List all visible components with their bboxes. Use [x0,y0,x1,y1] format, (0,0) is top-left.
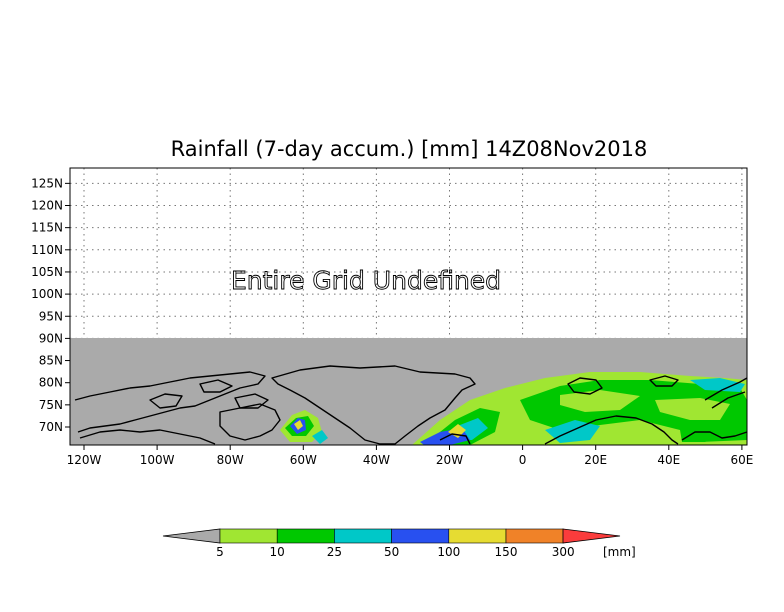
rainfall-labrador-yellow [294,420,303,430]
coastline-svalbard [567,377,603,395]
colorbar-segment [505,528,564,544]
colorbar-segment [334,528,392,544]
lon-tick-label: 40E [657,453,680,467]
lon-tick-label: 20W [436,453,463,467]
latitude-axis: 125N 120N 115N 110N 105N 100N 95N 90N 85N 80N 75N 7… [31,176,70,434]
rainfall-yellowgreen-inner-2 [655,398,730,420]
colorbar-label: 5 [216,545,224,559]
coastline-hudson-mainland [79,429,216,445]
lon-tick-label: 80W [217,453,244,467]
lat-tick-label: 110N [31,243,63,257]
lat-tick-label: 95N [39,309,63,323]
map-title: Rainfall (7-day accum.) [mm] 14Z08Nov201… [171,137,648,161]
lon-tick-label: 40W [363,453,390,467]
map-frame [69,167,748,446]
colorbar-segment [276,528,335,544]
colorbar-segment [219,528,278,544]
map-grid [70,168,747,445]
rainfall-patches [280,372,747,445]
lon-tick-label: 20E [584,453,607,467]
lat-tick-label: 105N [31,265,63,279]
lon-tick-label: 60E [730,453,753,467]
lon-tick-label: 0 [519,453,527,467]
colorbar-high-triangle [562,528,621,544]
lat-tick-label: 75N [39,398,63,412]
colorbar-label: 10 [270,545,285,559]
coastline-canadian-archipelago [74,371,266,433]
colorbar-label: 150 [495,545,518,559]
rainfall-cyan-east [690,378,745,392]
rainfall-yellowgreen-inner [560,390,640,412]
lat-tick-label: 125N [31,176,63,190]
lat-tick-label: 90N [39,331,63,345]
coastline-novaya-zemlya [704,377,748,409]
longitude-axis: 120W 100W 80W 60W 40W 20W 0 20E 40E 60E [67,445,753,467]
coastline-scandinavia [544,415,679,445]
coastline-franz-josef [649,375,679,387]
lat-tick-label: 85N [39,354,63,368]
coastline-islands-1 [149,379,269,409]
colorbar-labels: 5 10 25 50 100 150 300 [216,545,574,559]
undefined-annotation: Entire Grid Undefined [231,266,501,295]
colorbar-unit: [mm] [603,545,636,559]
coastline-baffin-island [219,403,281,441]
colorbar-label: 100 [437,545,460,559]
lat-tick-label: 100N [31,287,63,301]
lon-tick-label: 100W [140,453,175,467]
lon-tick-label: 120W [67,453,102,467]
coastlines [74,365,748,445]
colorbar-low-triangle [162,528,221,544]
colorbar-segment [448,528,507,544]
colorbar-label: 300 [552,545,575,559]
colorbar-label: 50 [384,545,399,559]
lat-tick-label: 80N [39,376,63,390]
lat-tick-label: 70N [39,420,63,434]
coastline-greenland [271,365,476,445]
rainfall-baffin-cyan [312,430,328,444]
coastline-iceland [439,433,471,445]
colorbar-segment [391,528,450,544]
colorbar-segments [219,528,564,544]
colorbar-label: 25 [327,545,342,559]
coastline-kola-white-sea [681,431,748,441]
lat-tick-label: 120N [31,199,63,213]
lon-tick-label: 60W [290,453,317,467]
colorbar: 5 10 25 50 100 150 300 [mm] [162,528,636,559]
lat-tick-label: 115N [31,221,63,235]
